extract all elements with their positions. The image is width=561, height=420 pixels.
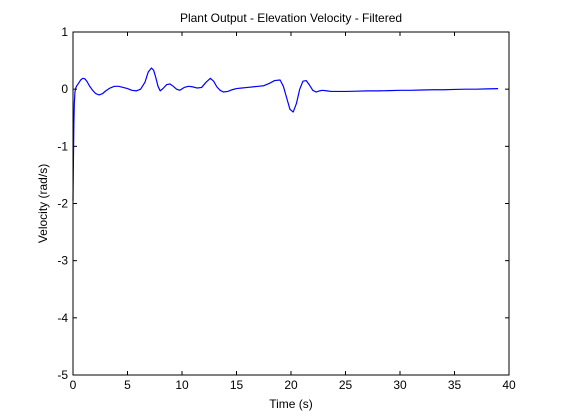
chart-title: Plant Output - Elevation Velocity - Filt… [180, 11, 402, 25]
y-tick-label: -2 [57, 197, 68, 211]
y-tick-label: 1 [61, 25, 68, 39]
x-tick-label: 30 [393, 378, 407, 392]
x-tick-label: 15 [230, 378, 244, 392]
y-tick-label: -5 [57, 368, 68, 382]
x-tick-label: 40 [502, 378, 516, 392]
x-tick-label: 20 [284, 378, 298, 392]
y-axis-label: Velocity (rad/s) [36, 164, 50, 243]
y-tick-label: 0 [61, 82, 68, 96]
x-tick-label: 10 [175, 378, 189, 392]
x-tick-label: 25 [339, 378, 353, 392]
y-tick-label: -4 [57, 311, 68, 325]
x-tick-label: 0 [70, 378, 77, 392]
x-tick-label: 35 [448, 378, 462, 392]
x-tick-label: 5 [124, 378, 131, 392]
plot-area [73, 32, 509, 375]
x-axis-label: Time (s) [269, 397, 313, 411]
y-tick-label: -1 [57, 139, 68, 153]
y-tick-label: -3 [57, 254, 68, 268]
